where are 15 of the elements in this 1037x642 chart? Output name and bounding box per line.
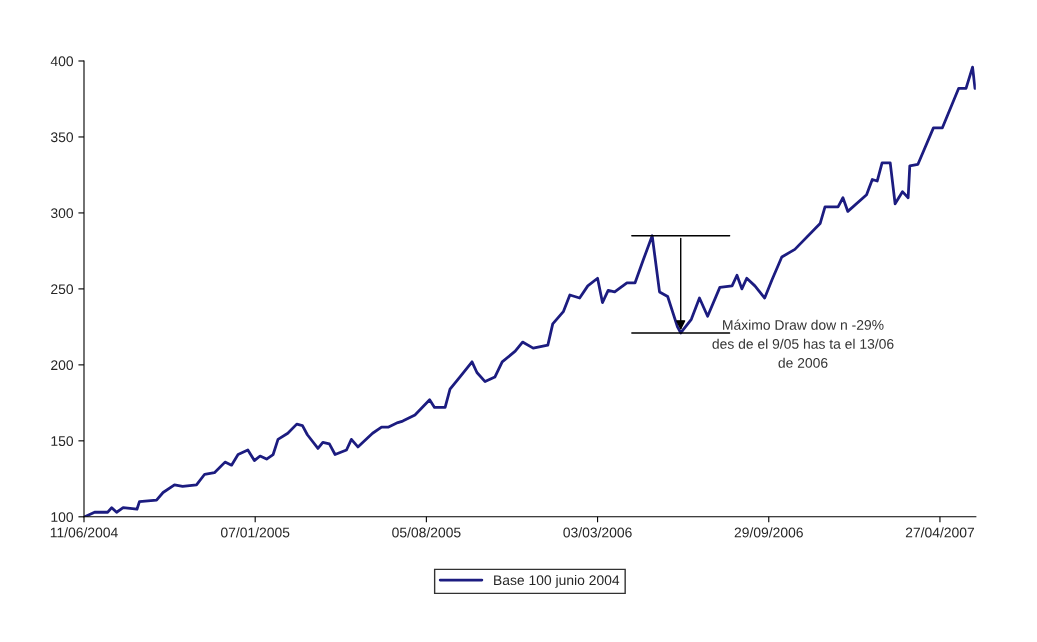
y-tick-label: 100 [51, 512, 74, 522]
y-tick-label: 150 [51, 436, 74, 447]
annotation: Máximo Draw dow n -29% des de el 9/05 has ta el 13/06 de 2006 [712, 319, 894, 368]
y-tick-label: 200 [51, 360, 74, 371]
y-tick-label: 400 [50, 56, 74, 67]
x-tick-label: 11/06/2004 [50, 527, 118, 538]
x-tick-label: 29/09/2006 [734, 527, 803, 538]
x-tick-label: 27/04/2007 [905, 527, 975, 538]
x-tick-label: 03/03/2006 [563, 527, 632, 538]
y-tick-label: 250 [51, 284, 74, 295]
y-tick-label: 300 [50, 208, 74, 219]
x-tick-label: 05/08/2005 [392, 527, 461, 538]
x-tick-label: 07/01/2005 [220, 527, 290, 538]
legend-label: Base 100 junio 2004 [494, 574, 620, 588]
y-tick-label: 350 [50, 132, 74, 143]
